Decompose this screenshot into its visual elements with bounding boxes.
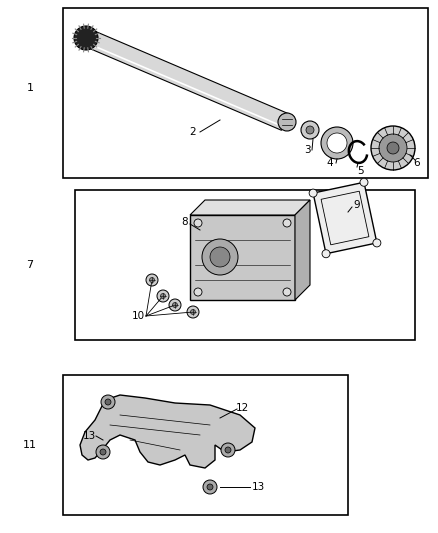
Polygon shape — [80, 395, 255, 468]
Circle shape — [105, 399, 111, 405]
Circle shape — [187, 306, 199, 318]
Circle shape — [283, 288, 291, 296]
Bar — [63, 8, 428, 178]
Polygon shape — [313, 182, 377, 254]
Circle shape — [387, 142, 399, 154]
Circle shape — [146, 274, 158, 286]
Circle shape — [321, 127, 353, 159]
Bar — [75, 190, 415, 340]
Circle shape — [173, 303, 177, 308]
Circle shape — [309, 189, 317, 197]
Circle shape — [306, 126, 314, 134]
Polygon shape — [295, 200, 310, 300]
Circle shape — [322, 250, 330, 258]
Circle shape — [157, 290, 169, 302]
Text: 13: 13 — [251, 482, 265, 492]
Circle shape — [379, 134, 407, 162]
Circle shape — [360, 178, 368, 186]
Circle shape — [283, 219, 291, 227]
Bar — [63, 375, 348, 515]
Circle shape — [100, 449, 106, 455]
Text: 7: 7 — [26, 260, 34, 270]
Text: 1: 1 — [27, 83, 33, 93]
Circle shape — [202, 239, 238, 275]
Circle shape — [210, 247, 230, 267]
Circle shape — [278, 113, 296, 131]
Polygon shape — [85, 30, 289, 130]
Circle shape — [203, 480, 217, 494]
Text: 8: 8 — [182, 217, 188, 227]
Circle shape — [194, 219, 202, 227]
Circle shape — [101, 395, 115, 409]
Text: 5: 5 — [357, 166, 363, 176]
Circle shape — [149, 278, 155, 282]
Circle shape — [327, 133, 347, 153]
Circle shape — [371, 126, 415, 170]
Text: 13: 13 — [82, 431, 95, 441]
Text: 9: 9 — [354, 200, 360, 210]
Circle shape — [96, 445, 110, 459]
Circle shape — [160, 294, 166, 298]
Circle shape — [169, 299, 181, 311]
Circle shape — [301, 121, 319, 139]
Text: 10: 10 — [131, 311, 145, 321]
Text: 2: 2 — [190, 127, 196, 137]
Circle shape — [194, 288, 202, 296]
Text: 4: 4 — [327, 158, 333, 168]
Polygon shape — [190, 200, 310, 215]
Bar — [190, 215, 295, 300]
Circle shape — [221, 443, 235, 457]
Text: 3: 3 — [304, 145, 310, 155]
Circle shape — [373, 239, 381, 247]
Text: 11: 11 — [23, 440, 37, 450]
Circle shape — [225, 447, 231, 453]
Circle shape — [74, 26, 98, 50]
Text: 12: 12 — [235, 403, 249, 413]
Circle shape — [207, 484, 213, 490]
Circle shape — [191, 310, 195, 314]
Text: 6: 6 — [413, 158, 420, 168]
